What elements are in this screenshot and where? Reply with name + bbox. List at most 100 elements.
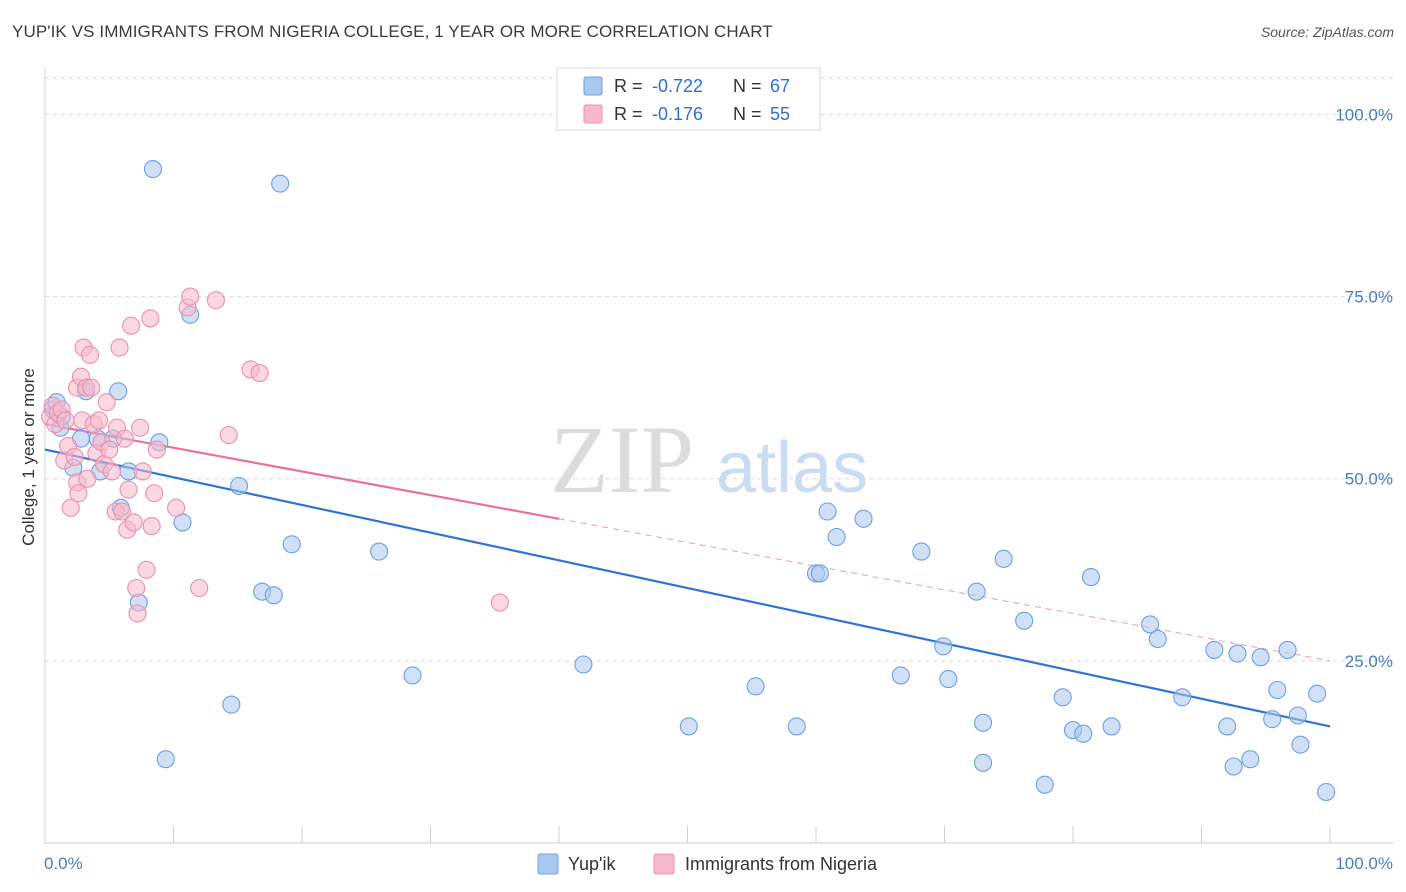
- bottom-legend-label-yupik: Yup'ik: [568, 854, 616, 874]
- data-point-yupik: [973, 753, 993, 772]
- legend-r-value-nigeria: -0.176: [652, 104, 703, 124]
- data-point-yupik: [1241, 750, 1260, 769]
- data-point-nigeria: [145, 484, 164, 503]
- data-point-yupik: [222, 695, 241, 714]
- data-point-yupik: [1308, 684, 1327, 703]
- y-tick-labels: 25.0% 50.0% 75.0% 100.0%: [1335, 105, 1393, 670]
- legend-n-value-yupik: 67: [770, 76, 790, 96]
- data-point-nigeria: [78, 469, 97, 488]
- data-point-yupik: [1173, 688, 1192, 707]
- data-point-yupik: [109, 382, 128, 401]
- data-point-yupik: [1081, 568, 1101, 587]
- x-tick-label-max: 100.0%: [1335, 854, 1393, 873]
- y-tick-label: 50.0%: [1345, 470, 1393, 489]
- y-axis-label: College, 1 year or more: [19, 368, 38, 546]
- data-point-nigeria: [124, 513, 143, 532]
- data-point-yupik: [282, 535, 301, 554]
- data-point-nigeria: [142, 517, 161, 536]
- data-point-nigeria: [102, 462, 121, 481]
- data-point-nigeria: [490, 593, 509, 612]
- data-point-yupik: [934, 637, 953, 656]
- data-point-nigeria: [65, 447, 84, 466]
- data-point-yupik: [1218, 717, 1237, 736]
- watermark-atlas: atlas: [716, 428, 868, 508]
- series-legend: Yup'ik Immigrants from Nigeria: [537, 853, 878, 875]
- data-point-yupik: [1278, 640, 1297, 659]
- data-point-yupik: [403, 666, 422, 685]
- data-point-nigeria: [190, 578, 209, 598]
- bottom-legend-swatch-yupik: [537, 853, 559, 875]
- data-point-nigeria: [250, 364, 269, 383]
- data-point-yupik: [679, 717, 698, 736]
- data-point-nigeria: [128, 604, 147, 623]
- data-point-yupik: [1288, 706, 1307, 725]
- legend-n-label-nigeria: N =: [733, 104, 762, 124]
- data-point-nigeria: [133, 462, 152, 481]
- data-point-nigeria: [219, 425, 238, 445]
- data-point-yupik: [1251, 648, 1270, 667]
- data-point-yupik: [1317, 782, 1336, 802]
- data-point-nigeria: [167, 498, 186, 517]
- data-point-yupik: [818, 502, 837, 521]
- data-point-yupik: [1074, 724, 1093, 743]
- source-credit: Source: ZipAtlas.com: [1260, 24, 1394, 40]
- data-point-yupik: [854, 509, 873, 528]
- legend-r-label-nigeria: R =: [614, 104, 643, 124]
- data-point-nigeria: [82, 378, 101, 397]
- data-point-yupik: [787, 717, 806, 736]
- data-point-nigeria: [80, 345, 100, 364]
- data-point-nigeria: [100, 440, 119, 459]
- data-point-yupik: [264, 586, 283, 605]
- data-point-yupik: [746, 677, 765, 696]
- data-point-yupik: [1228, 644, 1247, 663]
- data-point-yupik: [370, 542, 389, 561]
- correlation-legend: R = -0.722 N = 67 R = -0.176 N = 55: [556, 67, 821, 131]
- chart-title: YUP'IK VS IMMIGRANTS FROM NIGERIA COLLEG…: [12, 22, 773, 41]
- data-point-yupik: [891, 666, 910, 685]
- legend-r-value-yupik: -0.722: [652, 76, 703, 96]
- data-point-nigeria: [147, 440, 166, 459]
- x-tick-label-min: 0.0%: [44, 854, 83, 873]
- data-point-yupik: [827, 527, 846, 547]
- data-point-yupik: [912, 542, 931, 561]
- data-point-yupik: [271, 174, 290, 193]
- data-point-nigeria: [69, 484, 88, 503]
- data-point-nigeria: [122, 316, 141, 335]
- data-point-yupik: [994, 549, 1013, 568]
- data-point-nigeria: [61, 498, 80, 517]
- legend-n-label-yupik: N =: [733, 76, 762, 96]
- data-point-nigeria: [131, 418, 150, 437]
- data-point-yupik: [939, 670, 958, 689]
- data-point-nigeria: [115, 429, 134, 448]
- data-points: [41, 160, 1336, 802]
- data-point-yupik: [1268, 680, 1287, 700]
- data-point-yupik: [810, 564, 829, 583]
- data-point-nigeria: [56, 411, 75, 430]
- data-point-nigeria: [137, 560, 156, 579]
- data-point-yupik: [1035, 775, 1054, 794]
- data-point-yupik: [1015, 611, 1034, 630]
- data-point-yupik: [143, 160, 162, 179]
- bottom-legend-label-nigeria: Immigrants from Nigeria: [685, 854, 878, 874]
- trend-line-yupik: [44, 448, 1331, 728]
- legend-r-label-yupik: R =: [614, 76, 643, 96]
- y-tick-label: 100.0%: [1335, 105, 1393, 124]
- axes: [44, 68, 1393, 844]
- legend-swatch-yupik: [583, 76, 603, 96]
- data-point-yupik: [1053, 688, 1072, 707]
- bottom-legend-swatch-nigeria: [653, 853, 675, 875]
- y-tick-label: 75.0%: [1345, 288, 1393, 307]
- trend-line-extension-nigeria: [558, 518, 1331, 662]
- data-point-yupik: [973, 713, 993, 732]
- legend-n-value-nigeria: 55: [770, 104, 790, 124]
- watermark-zip: ZIP: [550, 406, 694, 513]
- data-point-yupik: [574, 655, 593, 674]
- data-point-nigeria: [89, 411, 109, 430]
- data-point-yupik: [1141, 615, 1160, 634]
- data-point-nigeria: [206, 291, 225, 310]
- data-point-yupik: [1224, 757, 1243, 776]
- data-point-yupik: [1102, 717, 1121, 736]
- data-point-yupik: [1291, 735, 1310, 754]
- data-point-yupik: [229, 476, 249, 496]
